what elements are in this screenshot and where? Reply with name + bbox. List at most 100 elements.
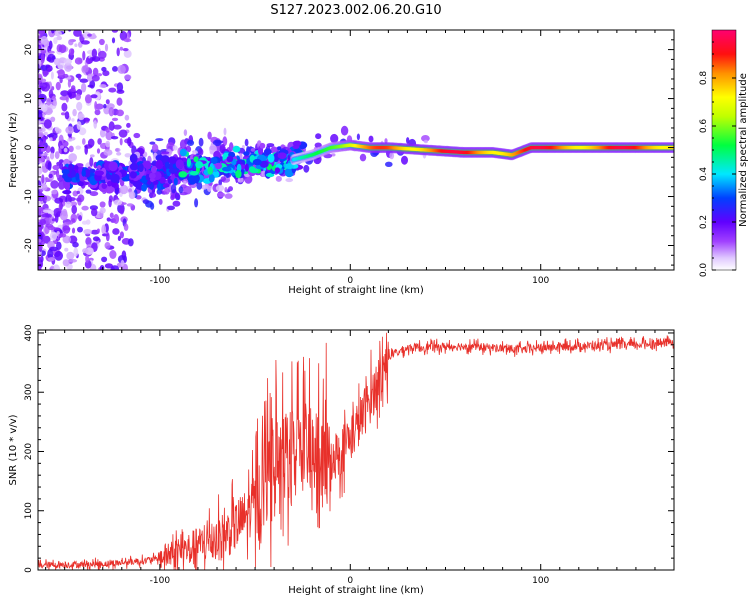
spectrogram-noise-blob bbox=[45, 177, 49, 182]
spectrogram-noise-blob bbox=[47, 257, 56, 262]
spectrogram-blob bbox=[186, 158, 191, 167]
spectrogram-noise-blob bbox=[49, 231, 58, 241]
spectrogram-noise-blob bbox=[183, 180, 187, 185]
spectrogram-noise-blob bbox=[39, 82, 48, 90]
spectrogram-noise-blob bbox=[38, 166, 43, 175]
spectrogram-noise-blob bbox=[68, 153, 77, 162]
spectrogram-noise-blob bbox=[119, 184, 129, 195]
spectrogram-noise-blob bbox=[101, 66, 107, 72]
spectrogram-noise-blob bbox=[58, 44, 67, 53]
spectrogram-noise-blob bbox=[89, 205, 98, 211]
spectrogram-noise-blob bbox=[99, 207, 106, 214]
spectrogram-noise-blob bbox=[105, 140, 111, 148]
spectrogram-noise-blob bbox=[117, 235, 121, 241]
spectrogram-noise-blob bbox=[385, 161, 393, 167]
spectrogram-noise-blob bbox=[77, 73, 82, 81]
spectrogram-noise-blob bbox=[111, 30, 118, 33]
spectrogram-noise-blob bbox=[116, 47, 120, 57]
spectrogram-noise-blob bbox=[65, 126, 74, 134]
spectrogram-noise-blob bbox=[112, 66, 118, 72]
spectrogram-noise-blob bbox=[359, 153, 367, 162]
spectrogram-blob bbox=[162, 183, 170, 188]
colorbar-tick-label: 0.2 bbox=[699, 215, 709, 229]
spectrogram-ytick-label: 10 bbox=[24, 93, 34, 105]
spectrogram-noise-blob bbox=[92, 236, 100, 242]
spectrogram-blob bbox=[78, 181, 84, 187]
spectrogram-noise-blob bbox=[406, 137, 410, 144]
spectrogram-noise-blob bbox=[67, 197, 76, 202]
spectrogram-noise-blob bbox=[66, 251, 75, 260]
spectrogram-noise-blob bbox=[126, 122, 131, 128]
spectrogram-noise-blob bbox=[183, 129, 188, 137]
spectrogram-noise-blob bbox=[50, 71, 54, 80]
spectrogram-noise-blob bbox=[41, 78, 47, 83]
spectrogram-blob bbox=[195, 161, 204, 169]
spectrogram-noise-blob bbox=[330, 133, 339, 144]
spectrogram-noise-blob bbox=[41, 174, 45, 184]
spectrogram-noise-blob bbox=[106, 217, 111, 222]
colorbar-tick-label: 0.4 bbox=[699, 167, 709, 182]
spectrogram-noise-blob bbox=[108, 121, 115, 131]
spectrogram-noise-blob bbox=[105, 99, 110, 105]
spectrogram-noise-blob bbox=[47, 248, 54, 259]
spectrogram-blob bbox=[84, 168, 91, 178]
spectrogram-noise-blob bbox=[198, 148, 204, 156]
spectrogram-noise-blob bbox=[85, 254, 89, 264]
spectrogram-noise-blob bbox=[244, 138, 249, 147]
spectrogram-noise-blob bbox=[77, 113, 85, 121]
spectrogram-noise-blob bbox=[91, 48, 98, 59]
spectrogram-noise-blob bbox=[94, 101, 98, 111]
spectrogram-noise-blob bbox=[38, 109, 43, 115]
spectrogram-noise-blob bbox=[41, 183, 48, 191]
spectrogram-blob bbox=[189, 171, 199, 176]
spectrogram-noise-blob bbox=[119, 205, 125, 215]
spectrogram-noise-blob bbox=[56, 69, 65, 75]
spectrogram-noise-blob bbox=[76, 190, 81, 195]
spectrogram-noise-blob bbox=[99, 201, 106, 208]
spectrogram-blob bbox=[129, 153, 138, 164]
spectrogram-noise-blob bbox=[83, 229, 92, 235]
spectrogram-noise-blob bbox=[198, 137, 204, 147]
spectrogram-noise-blob bbox=[285, 178, 294, 183]
snr-ytick-label: 400 bbox=[24, 324, 34, 341]
spectrogram-noise-blob bbox=[96, 228, 100, 234]
spectrogram-noise-blob bbox=[117, 64, 126, 74]
spectrogram-ridge-outer bbox=[675, 144, 679, 150]
spectrogram-blob bbox=[138, 163, 144, 172]
spectrogram-noise-blob bbox=[38, 206, 44, 212]
spectrogram-noise-blob bbox=[151, 143, 159, 153]
spectrogram-noise-blob bbox=[163, 187, 170, 195]
snr-ytick-label: 0 bbox=[24, 567, 34, 573]
spectrogram-blob bbox=[292, 140, 302, 147]
spectrogram-blob bbox=[179, 148, 187, 157]
snr-ylabel: SNR (10 * v/v) bbox=[8, 414, 19, 485]
spectrogram-noise-blob bbox=[103, 149, 113, 156]
spectrogram-noise-blob bbox=[88, 257, 94, 262]
spectrogram-noise-blob bbox=[172, 200, 181, 207]
spectrogram-noise-blob bbox=[219, 143, 226, 154]
spectrogram-noise-blob bbox=[126, 203, 134, 207]
spectrogram-blob bbox=[64, 177, 72, 183]
spectrogram-noise-blob bbox=[105, 232, 110, 242]
spectrogram-noise-blob bbox=[119, 46, 123, 51]
spectrogram-noise-blob bbox=[101, 256, 108, 263]
spectrogram-noise-blob bbox=[84, 145, 88, 155]
snr-series-line bbox=[38, 332, 674, 570]
spectrogram-noise-blob bbox=[75, 93, 81, 101]
spectrogram-noise-blob bbox=[70, 87, 76, 93]
spectrogram-blob bbox=[243, 151, 250, 156]
spectrogram-noise-blob bbox=[54, 151, 60, 160]
spectrogram-noise-blob bbox=[58, 148, 62, 154]
spectrogram-noise-blob bbox=[104, 263, 113, 269]
spectrogram-noise-blob bbox=[127, 136, 132, 147]
spectrogram-noise-blob bbox=[94, 109, 101, 116]
spectrogram-noise-blob bbox=[51, 218, 57, 222]
spectrogram-noise-blob bbox=[167, 205, 175, 211]
spectrogram-noise-blob bbox=[99, 128, 106, 138]
spectrogram-noise-blob bbox=[113, 214, 120, 224]
spectrogram-noise-blob bbox=[68, 92, 72, 98]
spectrogram-noise-blob bbox=[61, 112, 66, 116]
spectrogram-blob bbox=[129, 162, 139, 171]
spectrogram-blob bbox=[277, 146, 282, 151]
spectrogram-noise-blob bbox=[150, 202, 155, 210]
